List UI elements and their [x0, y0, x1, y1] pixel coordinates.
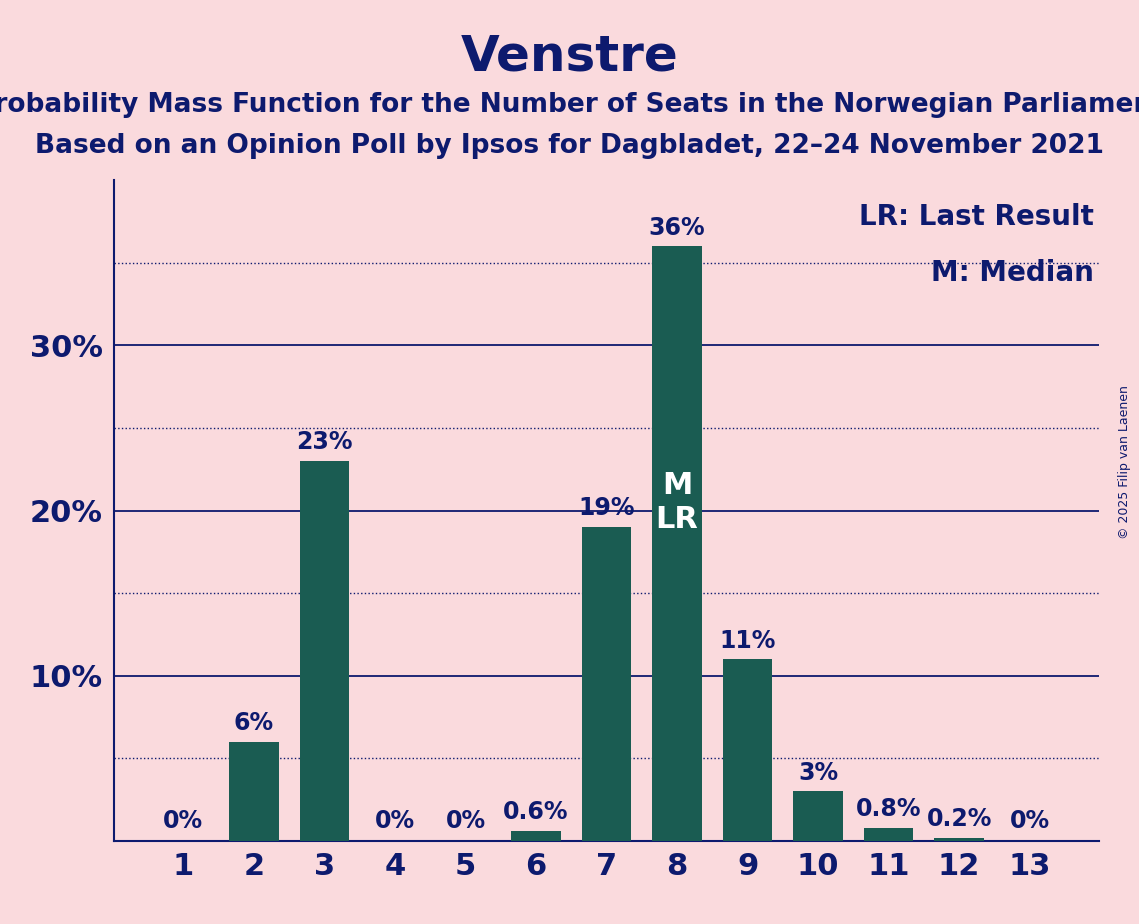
- Bar: [723, 659, 772, 841]
- Text: LR: Last Result: LR: Last Result: [859, 203, 1095, 231]
- Text: 0%: 0%: [375, 808, 415, 833]
- Text: 11%: 11%: [720, 628, 776, 652]
- Text: © 2025 Filip van Laenen: © 2025 Filip van Laenen: [1118, 385, 1131, 539]
- Text: 0.6%: 0.6%: [503, 800, 568, 824]
- Text: M: Median: M: Median: [932, 260, 1095, 287]
- Bar: [511, 831, 560, 841]
- Text: 0.2%: 0.2%: [926, 807, 992, 831]
- Text: 6%: 6%: [233, 711, 274, 736]
- Text: 0%: 0%: [163, 808, 204, 833]
- Bar: [934, 837, 984, 841]
- Text: 3%: 3%: [798, 760, 838, 784]
- Text: 23%: 23%: [296, 431, 353, 455]
- Bar: [229, 742, 279, 841]
- Bar: [300, 461, 349, 841]
- Bar: [582, 527, 631, 841]
- Text: 0%: 0%: [445, 808, 485, 833]
- Text: M
LR: M LR: [656, 471, 698, 533]
- Bar: [865, 828, 913, 841]
- Text: 36%: 36%: [649, 215, 705, 239]
- Text: Probability Mass Function for the Number of Seats in the Norwegian Parliament: Probability Mass Function for the Number…: [0, 92, 1139, 118]
- Bar: [794, 791, 843, 841]
- Text: 0.8%: 0.8%: [855, 797, 921, 821]
- Bar: [653, 246, 702, 841]
- Text: Based on an Opinion Poll by Ipsos for Dagbladet, 22–24 November 2021: Based on an Opinion Poll by Ipsos for Da…: [35, 133, 1104, 159]
- Text: 0%: 0%: [1009, 808, 1050, 833]
- Text: Venstre: Venstre: [460, 32, 679, 80]
- Text: 19%: 19%: [579, 496, 634, 520]
